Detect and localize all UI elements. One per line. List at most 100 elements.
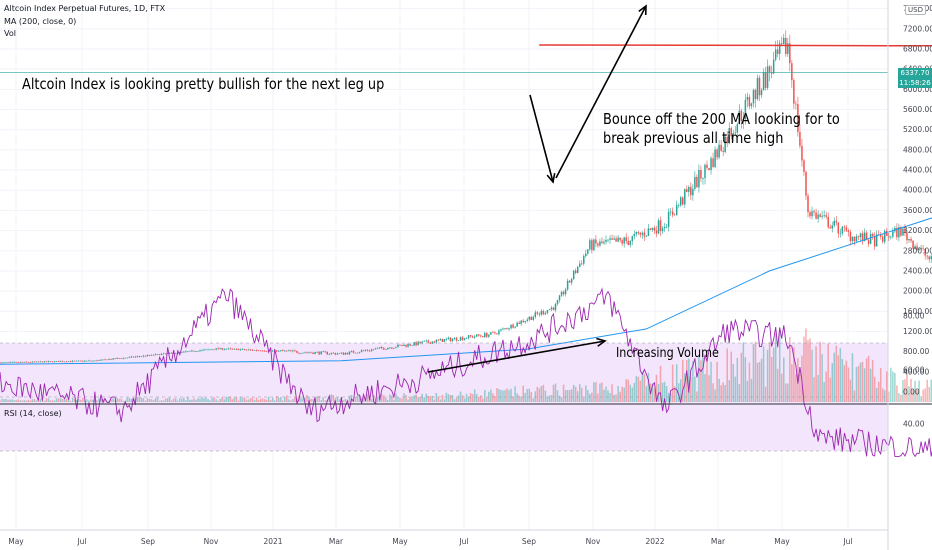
- candle-body: [623, 237, 625, 244]
- rsi-study-label[interactable]: RSI (14, close): [4, 409, 62, 418]
- currency-badge[interactable]: USD: [905, 5, 926, 15]
- candle-body: [706, 164, 708, 169]
- candle-body: [53, 361, 56, 363]
- candle-body: [682, 197, 684, 205]
- candle-body: [364, 350, 367, 351]
- volume-bar: [659, 365, 662, 402]
- candle-body: [324, 351, 326, 353]
- volume-bar: [740, 352, 743, 402]
- volume-bar: [504, 390, 506, 402]
- ma-study-label[interactable]: MA (200, close, 0): [4, 17, 77, 26]
- candle-body: [686, 189, 688, 192]
- volume-bar: [704, 373, 706, 402]
- time-axis[interactable]: May Jul Sep Nov 2021 Mar May Jul Sep Nov 2022 Mar Ma…: [8, 537, 852, 546]
- volume-bar: [76, 399, 78, 402]
- candle-body: [37, 361, 40, 363]
- candle-body: [904, 228, 906, 233]
- price-axis[interactable]: 0.00 400.00 800.00 1200.00 1600.00 2000.00 240…: [903, 4, 932, 396]
- headline-annotation[interactable]: Altcoin Index is looking pretty bullish …: [22, 75, 385, 93]
- bounce-annotation-line2[interactable]: break previous all time high: [603, 129, 784, 147]
- candle-body: [631, 236, 634, 242]
- candle-body: [570, 279, 573, 283]
- volume-bar: [332, 394, 335, 402]
- candle-body: [639, 233, 642, 235]
- candle-body: [787, 43, 789, 54]
- candle-body: [869, 233, 872, 244]
- volume-bar: [241, 398, 244, 402]
- candle-body: [819, 214, 821, 217]
- price-tick-label: 0.00: [903, 388, 920, 397]
- volume-bar: [609, 393, 611, 402]
- volume-bar: [177, 400, 179, 402]
- volume-bar: [348, 395, 351, 402]
- volume-bar: [843, 365, 846, 402]
- candle-body: [742, 119, 745, 122]
- candle-body: [288, 350, 290, 352]
- volume-bar: [902, 380, 904, 402]
- time-tick-label: 2022: [645, 537, 664, 546]
- candle-body: [146, 355, 149, 357]
- volume-bar: [910, 378, 912, 402]
- candle-body: [473, 336, 476, 338]
- candle-body: [108, 359, 110, 360]
- candle-body: [488, 334, 490, 337]
- candle-body: [381, 347, 383, 349]
- volume-bar: [183, 397, 185, 402]
- volume-bar: [94, 399, 96, 402]
- symbol-title[interactable]: Altcoin Index Perpetual Futures, 1D, FTX: [4, 4, 166, 13]
- volume-bar: [168, 397, 171, 402]
- candle-body: [140, 356, 143, 358]
- candle-body: [308, 352, 310, 354]
- candle-body: [684, 189, 686, 205]
- volume-bar: [88, 400, 90, 402]
- volume-study-label[interactable]: Vol: [4, 29, 16, 38]
- volume-bar: [316, 396, 318, 402]
- candle-body: [714, 149, 716, 168]
- rsi-line: [0, 287, 932, 458]
- volume-bar: [294, 397, 296, 402]
- volume-bar: [211, 398, 213, 402]
- volume-bar: [778, 329, 781, 402]
- bounce-annotation-line1[interactable]: Bounce off the 200 MA looking for to: [603, 110, 840, 128]
- candle-body: [340, 352, 343, 354]
- candle-body: [415, 342, 417, 346]
- volume-bar: [90, 399, 92, 402]
- candle-body: [225, 349, 227, 350]
- volume-bar: [795, 374, 797, 402]
- volume-bar: [477, 396, 480, 402]
- volume-annotation[interactable]: Increasing Volume: [616, 346, 719, 361]
- candle-body: [617, 237, 619, 242]
- candle-body: [645, 235, 648, 237]
- volume-bar: [37, 399, 40, 402]
- rsi-axis[interactable]: 40.00 60.00 80.00: [903, 312, 925, 429]
- volume-bar: [617, 385, 619, 402]
- volume-bar: [447, 394, 450, 402]
- resistance-line[interactable]: [539, 44, 932, 47]
- volume-bar: [482, 398, 484, 402]
- volume-bar: [682, 359, 684, 402]
- candle-body: [185, 351, 187, 353]
- candle-body: [574, 270, 577, 273]
- candle-body: [546, 310, 549, 313]
- candle-body: [855, 236, 858, 242]
- candle-body: [294, 350, 296, 352]
- candle-body: [892, 231, 894, 237]
- candle-body: [407, 344, 409, 347]
- volume-bar: [395, 393, 397, 402]
- candle-body: [393, 347, 395, 349]
- candle-body: [189, 350, 191, 352]
- volume-bar: [383, 395, 385, 402]
- volume-bar: [554, 383, 557, 402]
- volume-bar: [712, 383, 714, 402]
- volume-bar: [869, 368, 872, 402]
- annotation-arrows[interactable]: [427, 4, 647, 373]
- volume-bar: [607, 390, 609, 402]
- candle-body: [459, 337, 462, 341]
- candle-body: [578, 263, 581, 268]
- candle-body: [49, 361, 52, 363]
- volume-bar: [819, 341, 821, 402]
- time-tick-label: Nov: [586, 537, 601, 546]
- candle-body: [158, 354, 161, 355]
- candle-body: [568, 280, 571, 283]
- volume-bar: [7, 399, 9, 402]
